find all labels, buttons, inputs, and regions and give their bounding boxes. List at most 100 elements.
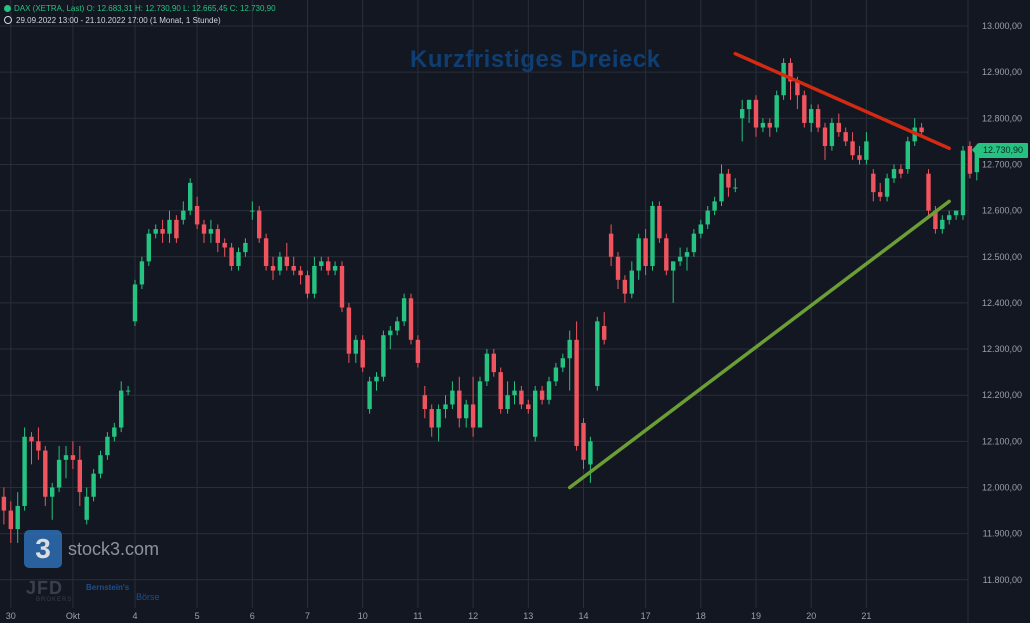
stock3-logo: 3 stock3.com	[24, 530, 159, 568]
candle-body	[588, 441, 593, 465]
candle-body	[539, 390, 545, 400]
candle-body	[947, 215, 952, 220]
candle-body	[809, 109, 814, 123]
candle-body	[298, 270, 303, 276]
candle-body	[567, 339, 572, 359]
candle-body	[967, 145, 973, 174]
high-value: H: 12.730,90	[134, 4, 181, 13]
candle-body	[277, 256, 283, 271]
bernstein-logo: Bernstein's	[86, 583, 130, 592]
candle-body	[533, 390, 538, 437]
open-value: O: 12.683,31	[86, 4, 133, 13]
candle-body	[312, 265, 317, 294]
candle-body	[160, 229, 165, 234]
stock3-logo-text: stock3.com	[68, 538, 160, 559]
candle-body	[836, 122, 841, 133]
candle-body	[960, 150, 966, 216]
candle-body	[422, 395, 427, 410]
candle-body	[878, 192, 883, 197]
candle-body	[250, 210, 255, 212]
candle-body	[505, 395, 510, 410]
candle-body	[84, 496, 89, 520]
candle-body	[77, 459, 82, 493]
candle-body	[194, 205, 200, 225]
candle-body	[733, 187, 738, 189]
candle-body	[243, 242, 248, 253]
candle-body	[139, 261, 145, 285]
candle-body	[664, 238, 669, 271]
clock-icon	[4, 16, 12, 24]
candle-body	[884, 178, 890, 197]
y-tick-label: 12.500,00	[982, 252, 1022, 262]
candle-body	[339, 265, 345, 308]
candle-body	[643, 238, 648, 266]
candle-body	[574, 339, 579, 446]
legend-ohlc: DAX (XETRA, Last) O: 12.683,31 H: 12.730…	[4, 4, 276, 13]
candle-body	[512, 390, 517, 396]
trendlines	[567, 51, 951, 490]
candle-body	[477, 381, 483, 428]
x-tick-label: 10	[358, 611, 368, 621]
candle-body	[236, 252, 241, 266]
x-tick-label: 21	[861, 611, 871, 621]
candle-body	[367, 381, 372, 410]
candle-body	[684, 252, 690, 257]
candle-body	[677, 256, 683, 262]
candle-body	[181, 210, 186, 220]
candle-body	[63, 455, 69, 460]
candle-body	[408, 298, 414, 340]
candle-body	[719, 173, 724, 202]
chart-title: Kurzfristiges Dreieck	[410, 46, 661, 73]
candle-body	[457, 390, 462, 419]
x-tick-label: 11	[413, 611, 422, 621]
candle-body	[698, 224, 703, 234]
x-tick-label: 13	[523, 611, 533, 621]
candle-body	[608, 233, 614, 257]
candle-body	[746, 99, 752, 110]
close-value: C: 12.730,90	[229, 4, 276, 13]
y-axis: 13.000,00 12.900,00 12.800,00 12.700,00 12.6…	[967, 0, 1022, 623]
candle-body	[498, 372, 503, 410]
y-tick-label: 12.000,00	[982, 483, 1022, 493]
y-tick-label: 12.700,00	[982, 159, 1022, 169]
candle-body	[526, 404, 531, 410]
candle-body	[167, 219, 172, 234]
candle-body	[284, 256, 289, 266]
candle-body	[622, 279, 628, 294]
candle-body	[98, 455, 103, 474]
x-tick-label: Okt	[66, 611, 81, 621]
y-tick-label: 12.300,00	[982, 344, 1022, 354]
candle-body	[629, 270, 634, 294]
candle-body	[657, 205, 662, 239]
stock3-logo-icon: 3	[24, 530, 62, 568]
candle-body	[519, 390, 524, 405]
candle-body	[595, 321, 600, 386]
candle-body	[933, 210, 938, 230]
candle-body	[263, 238, 269, 266]
candle-body	[843, 132, 848, 142]
series-dot-icon	[4, 5, 11, 12]
candle-body	[360, 339, 365, 368]
candle-body	[470, 404, 476, 428]
candle-body	[753, 99, 759, 128]
x-tick-label: 12	[468, 611, 478, 621]
interval-label: (1 Monat, 1 Stunde)	[149, 16, 221, 25]
candle-body	[650, 205, 655, 266]
candles	[1, 58, 979, 543]
jfd-logo-sub: BROKERS	[36, 597, 73, 603]
candle-body	[781, 62, 786, 96]
candle-body	[705, 210, 710, 225]
candle-body	[671, 261, 676, 271]
candle-body	[201, 224, 207, 234]
candle-body	[305, 275, 310, 294]
candle-body	[850, 141, 855, 156]
candle-body	[146, 233, 151, 262]
y-tick-label: 13.000,00	[982, 21, 1022, 31]
candle-body	[36, 441, 41, 451]
candle-body	[222, 242, 227, 248]
candle-body	[802, 95, 807, 123]
candle-body	[415, 339, 421, 363]
candle-body	[50, 487, 55, 497]
